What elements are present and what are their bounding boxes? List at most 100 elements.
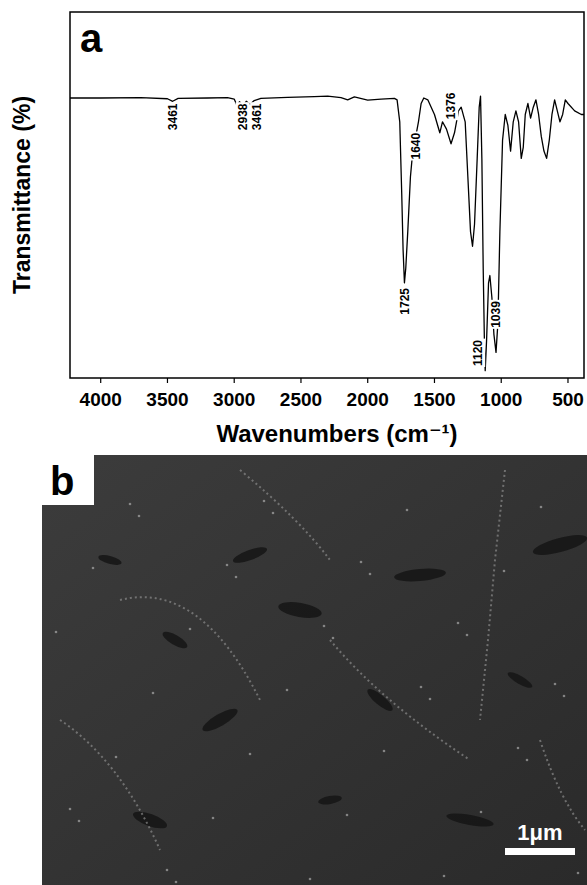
surface-speck (152, 692, 155, 695)
x-tick (434, 378, 435, 383)
peak-label: 1725 (398, 288, 412, 315)
y-axis-title: Transmittance (%) (9, 96, 35, 294)
peak-label-group: 1039 (489, 300, 503, 329)
surface-streak (120, 597, 260, 700)
surface-speck (286, 689, 289, 692)
surface-speck (263, 500, 266, 503)
surface-speck (526, 759, 529, 762)
surface-speck (115, 756, 118, 759)
surface-pit (131, 808, 169, 832)
surface-speck (323, 625, 326, 628)
surface-pit (200, 705, 241, 735)
surface-speck (429, 698, 432, 701)
surface-pit (160, 629, 189, 652)
curve-group (70, 96, 584, 371)
surface-speck (503, 570, 506, 573)
label-patch (236, 102, 250, 131)
surface-speck (332, 637, 335, 640)
peak-label: 3461 (250, 103, 264, 130)
peak-label-group: 1640 (409, 131, 423, 160)
surface-speck (309, 878, 312, 881)
x-tick (167, 378, 168, 383)
x-tick-label: 1500 (413, 389, 455, 410)
surface-streak (240, 470, 330, 560)
scale-bar-label: 1μm (517, 820, 562, 845)
surface-pit (277, 599, 323, 620)
surface-speck (138, 515, 141, 518)
panel-b: b 1μm (41, 454, 587, 885)
surface-speck (212, 817, 215, 820)
surface-speck (457, 622, 460, 625)
label-patch (250, 102, 264, 131)
surface-speck (346, 814, 349, 817)
surface-speck (517, 747, 520, 750)
surface-speck (92, 567, 95, 570)
x-tick-label: 2500 (280, 389, 322, 410)
peak-label-group: 1725 (398, 287, 412, 316)
surface-speck (443, 875, 446, 878)
plot-frame (70, 12, 584, 378)
panel-a: 4000 3500 3000 2500 2000 1500 1000 500 Wavenumbe… (9, 12, 584, 447)
surface-speck (540, 506, 543, 509)
peak-label-group: 3461 (166, 102, 180, 131)
surface-pit (506, 670, 534, 691)
surface-speck (249, 753, 252, 756)
surface-streak (60, 720, 160, 850)
surface-speck (69, 808, 72, 811)
surface-speck (369, 573, 372, 576)
x-tick (367, 378, 368, 383)
panel-label-box (42, 455, 94, 505)
x-axis: 4000 3500 3000 2500 2000 1500 1000 500 (80, 378, 584, 410)
x-tick-label: 3000 (213, 389, 255, 410)
x-tick-label: 3500 (146, 389, 188, 410)
peak-label-group: 1120 (471, 339, 485, 367)
peak-labels: 34612938346116401376172511201039 (166, 91, 503, 367)
surface-streak (330, 640, 470, 760)
peak-label: 2938 (236, 103, 250, 130)
surface-speck (360, 561, 363, 564)
x-tick-label: 500 (552, 389, 584, 410)
sem-image (42, 455, 587, 885)
x-tick-label: 1000 (480, 389, 522, 410)
panel-label: b (50, 459, 74, 503)
spectrum-line (70, 96, 584, 371)
figure: 4000 3500 3000 2500 2000 1500 1000 500 Wavenumbe… (0, 0, 587, 885)
surface-speck (235, 576, 238, 579)
label-patch (409, 131, 423, 160)
x-tick (300, 378, 301, 383)
label-patch (471, 339, 485, 367)
x-tick-label: 4000 (80, 389, 122, 410)
surface-speck (420, 686, 423, 689)
peak-label-group: 2938 (236, 102, 250, 131)
surface-speck (189, 628, 192, 631)
surface-speck (554, 683, 557, 686)
x-tick (567, 378, 568, 383)
panel-label: a (80, 16, 103, 60)
label-patch (444, 91, 458, 120)
scale-bar (505, 848, 575, 855)
surface-speck (175, 881, 178, 884)
surface-pit (97, 553, 122, 567)
surface-pit (445, 811, 494, 829)
x-tick-label: 2000 (347, 389, 389, 410)
surface-speck (563, 695, 566, 698)
label-patch (398, 287, 412, 316)
x-tick (234, 378, 235, 383)
surface-speck (129, 503, 132, 506)
surface-speck (466, 634, 469, 637)
peak-label-group: 1376 (444, 91, 458, 120)
x-tick (100, 378, 101, 383)
surface-pit (317, 794, 342, 806)
surface-speck (406, 509, 409, 512)
surface-speck (78, 820, 81, 823)
surface-speck (55, 631, 58, 634)
peak-label: 1039 (489, 301, 503, 328)
peak-label: 1640 (409, 132, 423, 159)
surface-speck (166, 869, 169, 872)
x-axis-title: Wavenumbers (cm⁻¹) (216, 420, 457, 447)
surface-speck (383, 750, 386, 753)
surface-pit (231, 544, 268, 566)
x-tick (501, 378, 502, 383)
peak-label: 1120 (471, 340, 485, 366)
surface-speck (577, 872, 580, 875)
